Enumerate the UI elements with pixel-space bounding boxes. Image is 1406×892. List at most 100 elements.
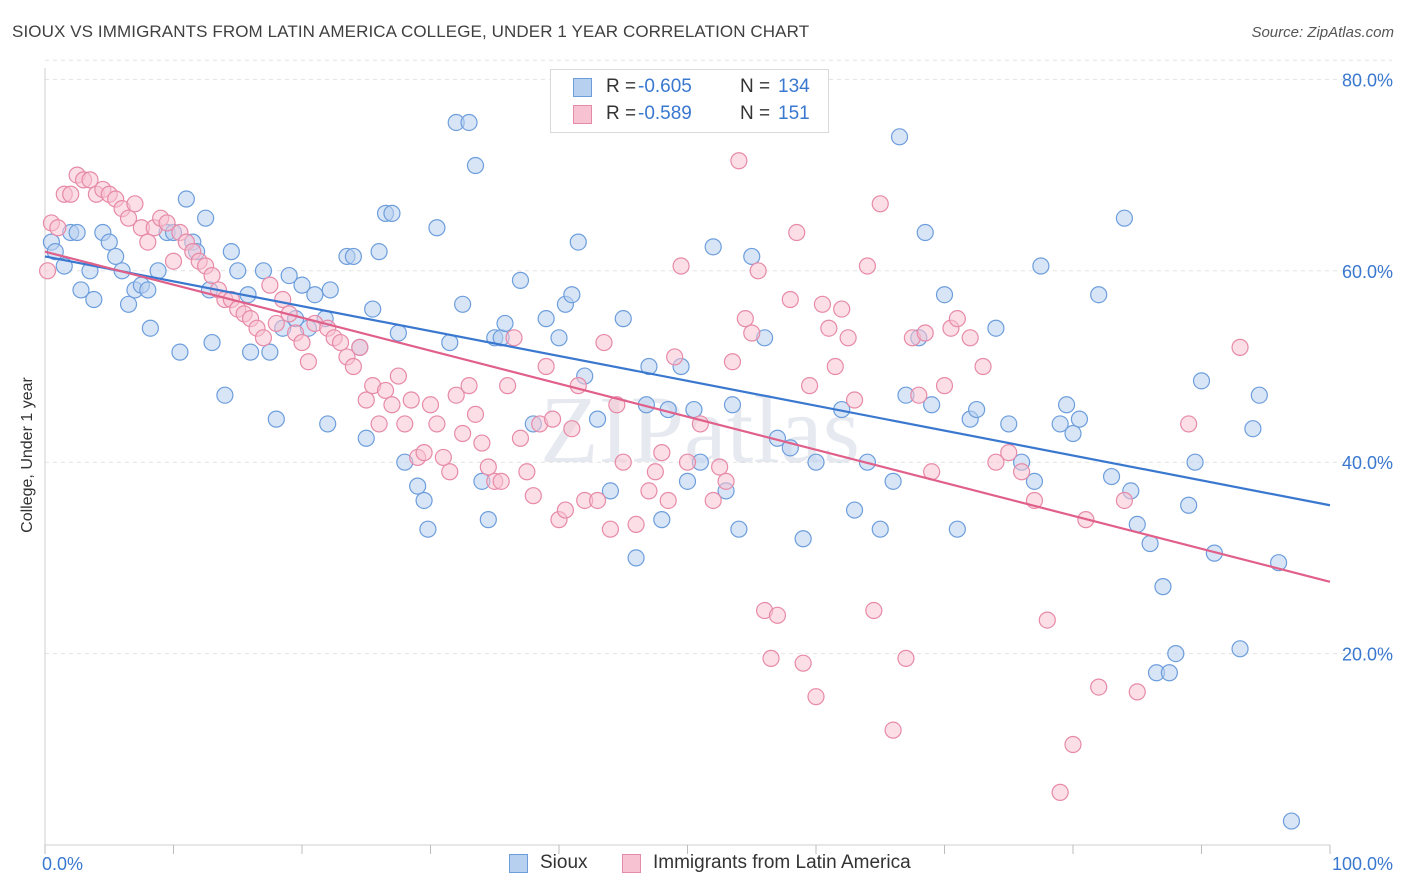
- data-point: [1192, 372, 1211, 390]
- data-point: [711, 458, 729, 476]
- data-point: [743, 247, 761, 266]
- y-tick-label: 40.0%: [1342, 453, 1393, 473]
- data-point: [81, 171, 99, 189]
- trend-line-sioux: [44, 255, 1331, 507]
- data-point: [640, 482, 658, 500]
- data-point: [820, 319, 838, 337]
- legend-n-value: 134: [778, 76, 810, 97]
- legend-n-label: N =: [740, 103, 771, 124]
- data-point: [38, 262, 57, 280]
- data-point: [357, 429, 375, 447]
- data-point: [389, 367, 407, 385]
- y-tick-label: 80.0%: [1342, 70, 1393, 90]
- data-point: [1000, 415, 1018, 433]
- data-point: [274, 290, 292, 309]
- data-point: [1244, 420, 1262, 438]
- legend-row-latin-america: R = -0.589 N = 151: [573, 103, 810, 125]
- data-point: [948, 310, 966, 328]
- data-point: [666, 348, 684, 366]
- trend-line-latin-america: [44, 250, 1331, 583]
- data-point: [496, 314, 514, 333]
- data-point: [203, 333, 221, 352]
- data-point: [1180, 496, 1198, 514]
- data-point: [1000, 444, 1018, 462]
- data-point: [466, 405, 485, 423]
- data-point: [419, 520, 437, 538]
- data-point: [788, 223, 806, 242]
- data-point: [479, 511, 497, 529]
- data-point: [813, 295, 832, 313]
- data-point: [968, 400, 986, 419]
- data-point: [595, 333, 613, 352]
- data-point: [492, 472, 510, 490]
- data-point: [871, 195, 889, 213]
- data-point: [460, 377, 478, 395]
- data-point: [1090, 678, 1108, 696]
- data-point: [344, 247, 362, 266]
- data-point: [961, 329, 979, 347]
- data-point: [357, 391, 375, 409]
- data-point: [415, 491, 433, 510]
- data-point: [614, 453, 632, 471]
- data-point: [556, 501, 575, 519]
- data-point: [646, 463, 664, 481]
- data-point: [1180, 415, 1198, 433]
- data-point: [916, 223, 934, 242]
- data-point: [762, 649, 780, 667]
- data-point: [588, 410, 607, 428]
- data-point: [807, 688, 825, 706]
- data-point: [428, 219, 446, 237]
- data-point: [1231, 640, 1249, 658]
- data-point: [794, 654, 812, 672]
- data-point: [1012, 463, 1031, 481]
- legend-r-label: R =: [606, 103, 637, 124]
- data-point: [948, 520, 966, 538]
- data-point: [781, 290, 799, 309]
- data-point: [376, 381, 395, 400]
- data-point: [68, 223, 86, 242]
- data-point: [743, 324, 761, 342]
- legend-swatch-sioux: [573, 77, 592, 97]
- legend-swatch-latin-america: [573, 104, 592, 124]
- data-point: [923, 396, 941, 414]
- data-point: [293, 276, 311, 294]
- data-point: [434, 448, 452, 467]
- data-point: [537, 357, 555, 376]
- data-point: [364, 300, 382, 318]
- y-tick-label: 20.0%: [1342, 645, 1393, 665]
- data-point: [370, 243, 388, 261]
- data-point: [653, 511, 671, 529]
- data-point: [839, 329, 857, 347]
- data-point: [1064, 735, 1082, 754]
- data-point: [935, 377, 954, 395]
- data-point: [62, 185, 80, 203]
- data-point: [428, 415, 446, 433]
- source-label: Source: ZipAtlas.com: [1251, 24, 1394, 41]
- data-point: [826, 357, 844, 376]
- data-point: [242, 343, 260, 361]
- legend-n-value: 151: [778, 103, 810, 124]
- data-point: [723, 396, 742, 414]
- data-point: [479, 458, 497, 476]
- data-point: [383, 204, 401, 222]
- data-point: [319, 415, 337, 433]
- data-point: [415, 444, 433, 462]
- data-point: [518, 463, 536, 481]
- axes: [44, 68, 1331, 854]
- data-point: [85, 290, 103, 309]
- data-point: [280, 266, 298, 285]
- data-point: [466, 156, 485, 175]
- data-point: [293, 333, 311, 352]
- data-point: [672, 257, 690, 275]
- data-point: [678, 453, 697, 471]
- data-point: [845, 501, 864, 519]
- data-point: [254, 262, 273, 280]
- data-point: [164, 252, 183, 270]
- data-point: [1057, 396, 1076, 414]
- data-point: [197, 209, 215, 227]
- data-point: [261, 276, 279, 294]
- data-point: [49, 219, 67, 237]
- data-point: [473, 434, 491, 452]
- data-point: [1250, 386, 1268, 404]
- data-point: [421, 396, 440, 414]
